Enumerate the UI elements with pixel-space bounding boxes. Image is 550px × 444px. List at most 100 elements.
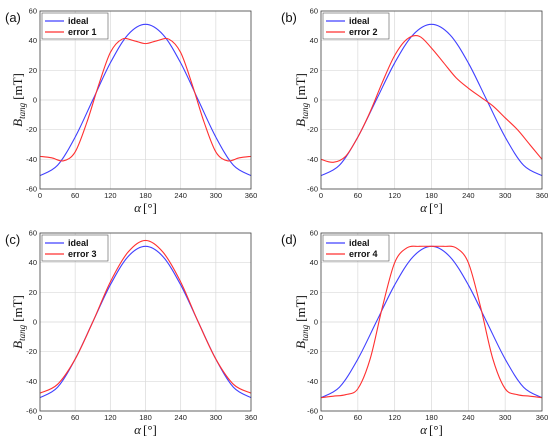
y-tick-label: -60 (307, 185, 318, 194)
x-tick-label: 0 (319, 191, 323, 200)
x-tick-label: 360 (536, 191, 549, 200)
y-tick-label: 60 (29, 7, 37, 16)
x-tick-label: 360 (245, 413, 258, 422)
y-axis-label: Btang [mT] (293, 73, 310, 127)
x-axis-unit: [°] (143, 200, 157, 215)
panel-label: (c) (5, 232, 20, 247)
y-axis-unit: [mT] (10, 73, 25, 100)
panel-label: (d) (281, 232, 297, 247)
legend-entry: error 1 (68, 27, 97, 37)
legend-box (41, 12, 109, 40)
legend-entry: error 3 (68, 249, 97, 259)
x-tick-label: 120 (104, 191, 117, 200)
y-tick-label: 40 (29, 258, 37, 267)
y-axis-symbol: B (10, 341, 25, 349)
x-tick-label: 300 (210, 191, 223, 200)
x-tick-label: 120 (104, 413, 117, 422)
x-tick-label: 360 (245, 191, 258, 200)
x-tick-label: 180 (139, 191, 152, 200)
y-axis-subscript: tang (300, 102, 310, 119)
series-line-error (39, 239, 252, 394)
x-tick-label: 360 (536, 413, 549, 422)
x-axis-unit: [°] (429, 422, 443, 437)
legend-entry: ideal (349, 16, 370, 26)
y-axis-symbol: B (293, 341, 308, 349)
legend-box (322, 12, 390, 40)
y-tick-label: 60 (29, 229, 37, 238)
y-tick-label: -40 (26, 155, 37, 164)
y-axis-unit: [mT] (293, 295, 308, 322)
x-tick-label: 240 (462, 413, 475, 422)
x-tick-label: 300 (499, 413, 512, 422)
legend-entry: ideal (349, 238, 370, 248)
x-tick-label: 300 (499, 191, 512, 200)
y-tick-label: 40 (29, 36, 37, 45)
x-axis-unit: [°] (143, 422, 157, 437)
y-tick-label: -60 (26, 185, 37, 194)
y-tick-label: 40 (310, 36, 318, 45)
chart-panel-4: 0 60 120 180 240 300 360 -60 -40 -20 0 20 40 60 ideale… (281, 229, 548, 438)
y-tick-label: 0 (314, 96, 318, 105)
x-tick-label: 0 (319, 413, 323, 422)
x-tick-label: 180 (425, 413, 438, 422)
series-line-error (39, 37, 252, 162)
y-tick-label: -40 (26, 377, 37, 386)
legend-entry: error 4 (349, 249, 378, 259)
x-axis-symbol: α (420, 422, 428, 437)
y-axis-symbol: B (10, 119, 25, 127)
x-tick-label: 240 (462, 191, 475, 200)
x-tick-label: 300 (210, 413, 223, 422)
y-tick-label: 20 (310, 66, 318, 75)
y-axis-label: Btang [mT] (10, 295, 27, 349)
x-tick-label: 120 (388, 191, 401, 200)
plot-frame (320, 232, 543, 412)
legend-entry: error 2 (349, 27, 378, 37)
y-tick-label: 60 (310, 7, 318, 16)
y-tick-label: -20 (26, 125, 37, 134)
x-axis-symbol: α (134, 200, 142, 215)
y-axis-unit: [mT] (293, 73, 308, 100)
x-axis-symbol: α (134, 422, 142, 437)
legend-entry: ideal (68, 16, 89, 26)
series-line-ideal (39, 23, 252, 177)
y-tick-label: -60 (26, 407, 37, 416)
x-tick-label: 60 (354, 191, 362, 200)
x-tick-label: 0 (38, 413, 42, 422)
x-tick-label: 0 (38, 191, 42, 200)
y-axis-label: Btang [mT] (293, 295, 310, 349)
y-tick-label: -40 (307, 377, 318, 386)
y-tick-label: 40 (310, 258, 318, 267)
y-tick-label: 0 (314, 318, 318, 327)
y-tick-label: 20 (29, 288, 37, 297)
y-tick-label: 0 (33, 96, 37, 105)
x-axis-unit: [°] (429, 200, 443, 215)
x-axis-label: α [°] (134, 422, 157, 437)
y-tick-label: 60 (310, 229, 318, 238)
x-tick-label: 60 (354, 413, 362, 422)
y-axis-label: Btang [mT] (10, 73, 27, 127)
x-tick-label: 240 (174, 191, 187, 200)
y-tick-label: -60 (307, 407, 318, 416)
x-axis-label: α [°] (420, 200, 443, 215)
legend-box (322, 234, 390, 262)
chart-panel-1: 0 60 120 180 240 300 360 -60 -40 -20 0 20 40 60 ideale… (5, 7, 257, 216)
x-tick-label: 60 (71, 191, 79, 200)
y-tick-label: -20 (26, 347, 37, 356)
series-line-error (320, 245, 543, 399)
y-axis-subscript: tang (300, 324, 310, 341)
y-tick-label: 0 (33, 318, 37, 327)
plot-frame (39, 232, 252, 412)
chart-panel-2: 0 60 120 180 240 300 360 -60 -40 -20 0 20 40 60 ideale… (281, 7, 548, 216)
x-axis-label: α [°] (134, 200, 157, 215)
y-tick-label: -20 (307, 125, 318, 134)
panel-label: (a) (5, 10, 21, 25)
chart-panel-3: 0 60 120 180 240 300 360 -60 -40 -20 0 20 40 60 ideale… (5, 229, 257, 438)
y-axis-subscript: tang (17, 102, 27, 119)
x-tick-label: 60 (71, 413, 79, 422)
legend-entry: ideal (68, 238, 89, 248)
y-axis-unit: [mT] (10, 295, 25, 322)
plot-frame (320, 10, 543, 190)
x-tick-label: 180 (425, 191, 438, 200)
